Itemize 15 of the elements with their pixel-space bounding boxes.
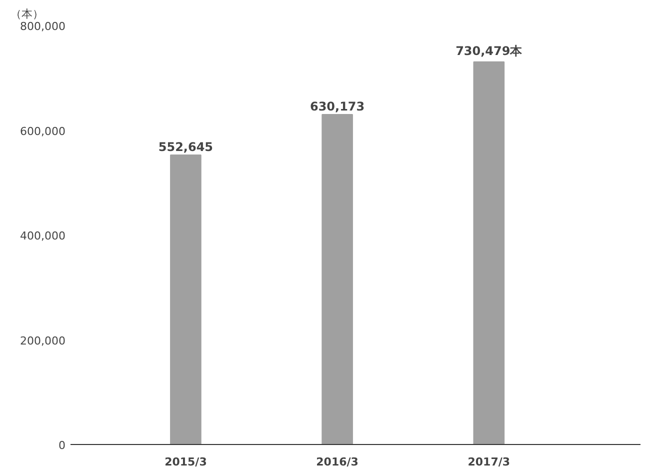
bar	[170, 154, 202, 444]
x-tick-label: 2016/3	[316, 456, 358, 468]
y-tick-label: 800,000	[20, 20, 66, 33]
data-label: 552,645	[158, 140, 214, 154]
x-tick-label: 2017/3	[468, 456, 510, 468]
y-tick-label: 600,000	[20, 124, 66, 138]
x-tick-label: 2015/3	[164, 456, 207, 468]
bar	[473, 61, 505, 444]
y-tick-label: 0	[58, 439, 66, 452]
data-label: 630,173	[310, 99, 365, 114]
y-tick-label: 200,000	[20, 334, 66, 348]
bar	[322, 114, 353, 444]
y-axis-title: （本）	[10, 8, 44, 20]
data-label: 730,479本	[456, 44, 524, 58]
y-tick-label: 400,000	[20, 230, 66, 242]
